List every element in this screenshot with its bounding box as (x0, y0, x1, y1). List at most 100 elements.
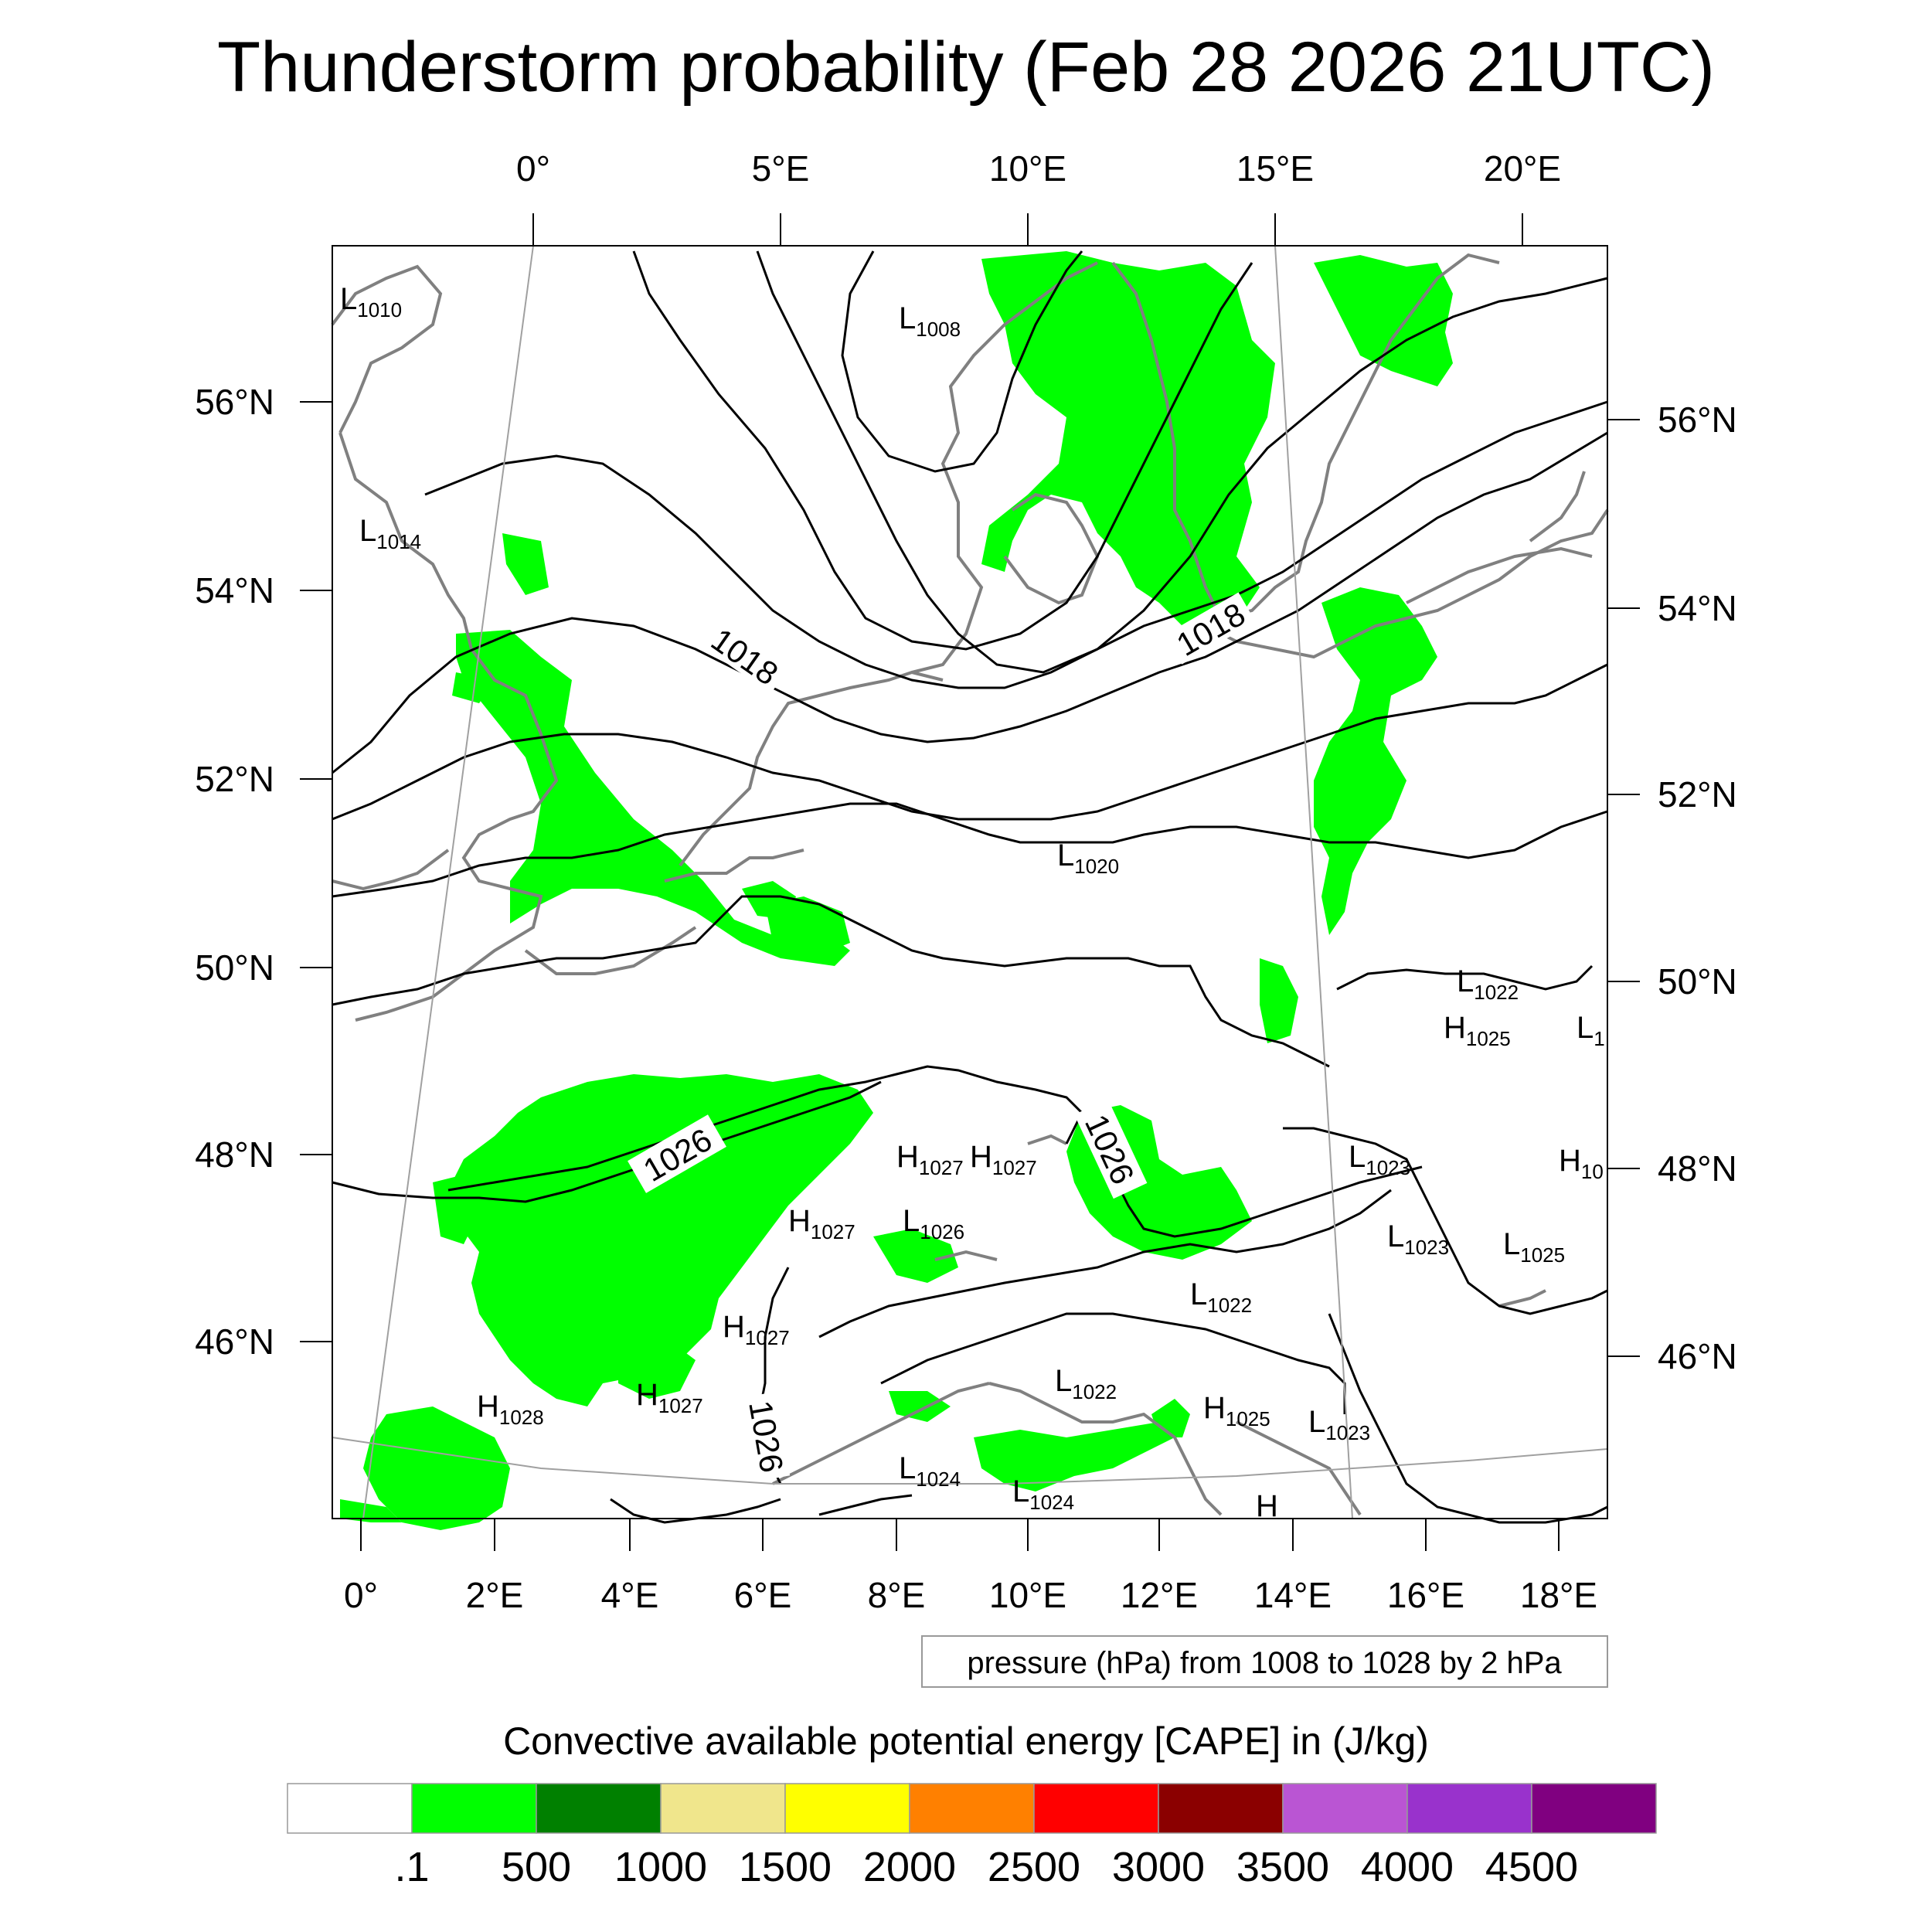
contour-labels: 1018 1018 1026 1026 1026 (628, 592, 1256, 1481)
cape-area-france-south (618, 1329, 696, 1399)
pressure-note: pressure (hPa) from 1008 to 1028 by 2 hP… (967, 1646, 1562, 1680)
isobar-1016 (332, 431, 1608, 774)
bottom-lon-label: 18°E (1520, 1575, 1597, 1615)
pressure-center-label: H1025 (1203, 1391, 1270, 1430)
pressure-center-label: H (1256, 1489, 1278, 1523)
isobar-1024-east (1283, 1127, 1608, 1315)
cape-area-baltic-coast (1314, 255, 1453, 386)
isobar-1024-corner (818, 1494, 913, 1516)
pressure-center-label: L1023 (1387, 1219, 1449, 1259)
colorbar-label: 3500 (1236, 1844, 1329, 1890)
pressure-center-label: L1022 (1055, 1364, 1117, 1403)
coastline-baltic-south (1205, 509, 1609, 659)
bottom-lon-label: 0° (344, 1575, 378, 1615)
bottom-lon-label: 2°E (466, 1575, 524, 1615)
colorbar-box (1033, 1783, 1159, 1834)
right-lat-label: 52°N (1658, 774, 1737, 815)
coastline-britain-north (331, 264, 443, 434)
coastline-gulf-riga (1529, 471, 1586, 543)
coastline-mediterranean (772, 1382, 990, 1485)
colorbar-box (909, 1783, 1035, 1834)
coastlines (331, 253, 1609, 1516)
contour-label-1026-south: 1026 (741, 1391, 791, 1481)
right-lat-label: 48°N (1658, 1148, 1737, 1189)
cape-area-denmark-sweden (981, 251, 1275, 626)
graticule-45n (332, 1437, 1608, 1485)
colorbar-box (1406, 1783, 1532, 1834)
isobar-1022-alps (880, 1312, 1346, 1414)
coastline-poland-coast (1406, 546, 1593, 604)
colorbar-title: Convective available potential energy [C… (503, 1719, 1429, 1763)
colorbar-label: 500 (502, 1844, 571, 1890)
coastline-britain-west (332, 849, 450, 891)
colorbar-box (660, 1783, 786, 1834)
pressure-center-label: L1014 (359, 514, 421, 553)
colorbar-label: .1 (394, 1844, 429, 1890)
coastline-lake-constance (1027, 1134, 1067, 1145)
graticule (332, 245, 1608, 1519)
bottom-lon-label: 4°E (601, 1575, 659, 1615)
pressure-center-label: L1024 (899, 1451, 961, 1491)
graticule-0e (362, 245, 534, 1519)
cape-area-west-alps (873, 1229, 958, 1283)
bottom-lon-label: 6°E (734, 1575, 792, 1615)
contour-label-text: 1026 (742, 1398, 791, 1475)
cape-area-southwest-corner (340, 1499, 402, 1522)
right-lat-label: 54°N (1658, 588, 1737, 628)
isobar-1026-west (332, 1080, 882, 1203)
colorbar-box (411, 1783, 537, 1834)
cape-area-czech (1260, 958, 1298, 1043)
cape-area-central-france (433, 1175, 479, 1244)
right-lat-label: 46°N (1658, 1336, 1737, 1376)
coastline-germany-north (911, 261, 1098, 674)
coastline-ligurian (988, 1382, 1223, 1516)
top-lon-label: 15°E (1236, 148, 1314, 189)
top-lon-label: 0° (516, 148, 550, 189)
left-lat-label: 50°N (195, 947, 274, 988)
isobar-1022-east (1336, 964, 1594, 991)
pressure-center-label: L1025 (1503, 1227, 1565, 1267)
colorbar-box (1158, 1783, 1284, 1834)
colorbar-box (784, 1783, 910, 1834)
cape-area-belgium-east (742, 881, 796, 920)
pressure-center-label: L1023 (1349, 1140, 1410, 1179)
map-title: Thunderstorm probability (Feb 28 2026 21… (217, 28, 1715, 107)
coastline-britain-east (338, 432, 559, 1022)
coastline-balaton (1498, 1289, 1546, 1308)
pressure-center-label: L1022 (1457, 964, 1519, 1004)
colorbar-label: 4000 (1361, 1844, 1454, 1890)
left-lat-labels: 56°N 54°N 52°N 50°N 48°N 46°N (195, 382, 274, 1362)
pressure-center-label: L1 (1577, 1011, 1605, 1050)
isobar-1024 (447, 1065, 1083, 1192)
cape-area-bay-of-biscay (363, 1406, 510, 1530)
top-lon-labels: 0° 5°E 10°E 15°E 20°E (516, 148, 1561, 189)
isobar-1010 (632, 250, 1253, 651)
right-lat-labels: 56°N 54°N 52°N 50°N 48°N 46°N (1658, 400, 1737, 1376)
bottom-lon-label: 12°E (1121, 1575, 1198, 1615)
left-lat-label: 48°N (195, 1134, 274, 1175)
cape-area-alps-south (889, 1391, 951, 1422)
colorbar-box (536, 1783, 662, 1834)
bottom-lon-labels: 0° 2°E 4°E 6°E 8°E 10°E 12°E 14°E 16°E 1… (344, 1575, 1597, 1615)
isobar-1018 (332, 663, 1608, 821)
pressure-center-label: L1010 (340, 282, 402, 321)
left-lat-label: 52°N (195, 759, 274, 799)
pressure-centers: L1010 L1008 L1014 L1020 L1022 H1025 L1 H… (340, 282, 1605, 1523)
isobar-1024-alps (818, 1189, 1392, 1338)
contour-label-1018-west: 1018 (700, 617, 791, 695)
pressure-center-label: H1027 (788, 1204, 855, 1243)
cape-area-north-sea (502, 533, 549, 595)
isobar-1020 (332, 802, 1608, 898)
coastline-belgium (664, 849, 804, 883)
top-lon-label: 20°E (1484, 148, 1561, 189)
pressure-center-label: H1027 (636, 1378, 703, 1417)
pressure-center-label: H1027 (723, 1310, 790, 1349)
graticule-15e (1274, 245, 1353, 1519)
isobar-1014 (424, 400, 1608, 689)
isobar-1022 (332, 895, 1330, 1068)
colorbar-labels: .1 500 1000 1500 2000 2500 3000 3500 4000 4500 (394, 1844, 1578, 1890)
pressure-center-label: L1020 (1057, 838, 1119, 878)
colorbar-box (287, 1783, 413, 1834)
coastline-lake-geneva (934, 1250, 998, 1261)
